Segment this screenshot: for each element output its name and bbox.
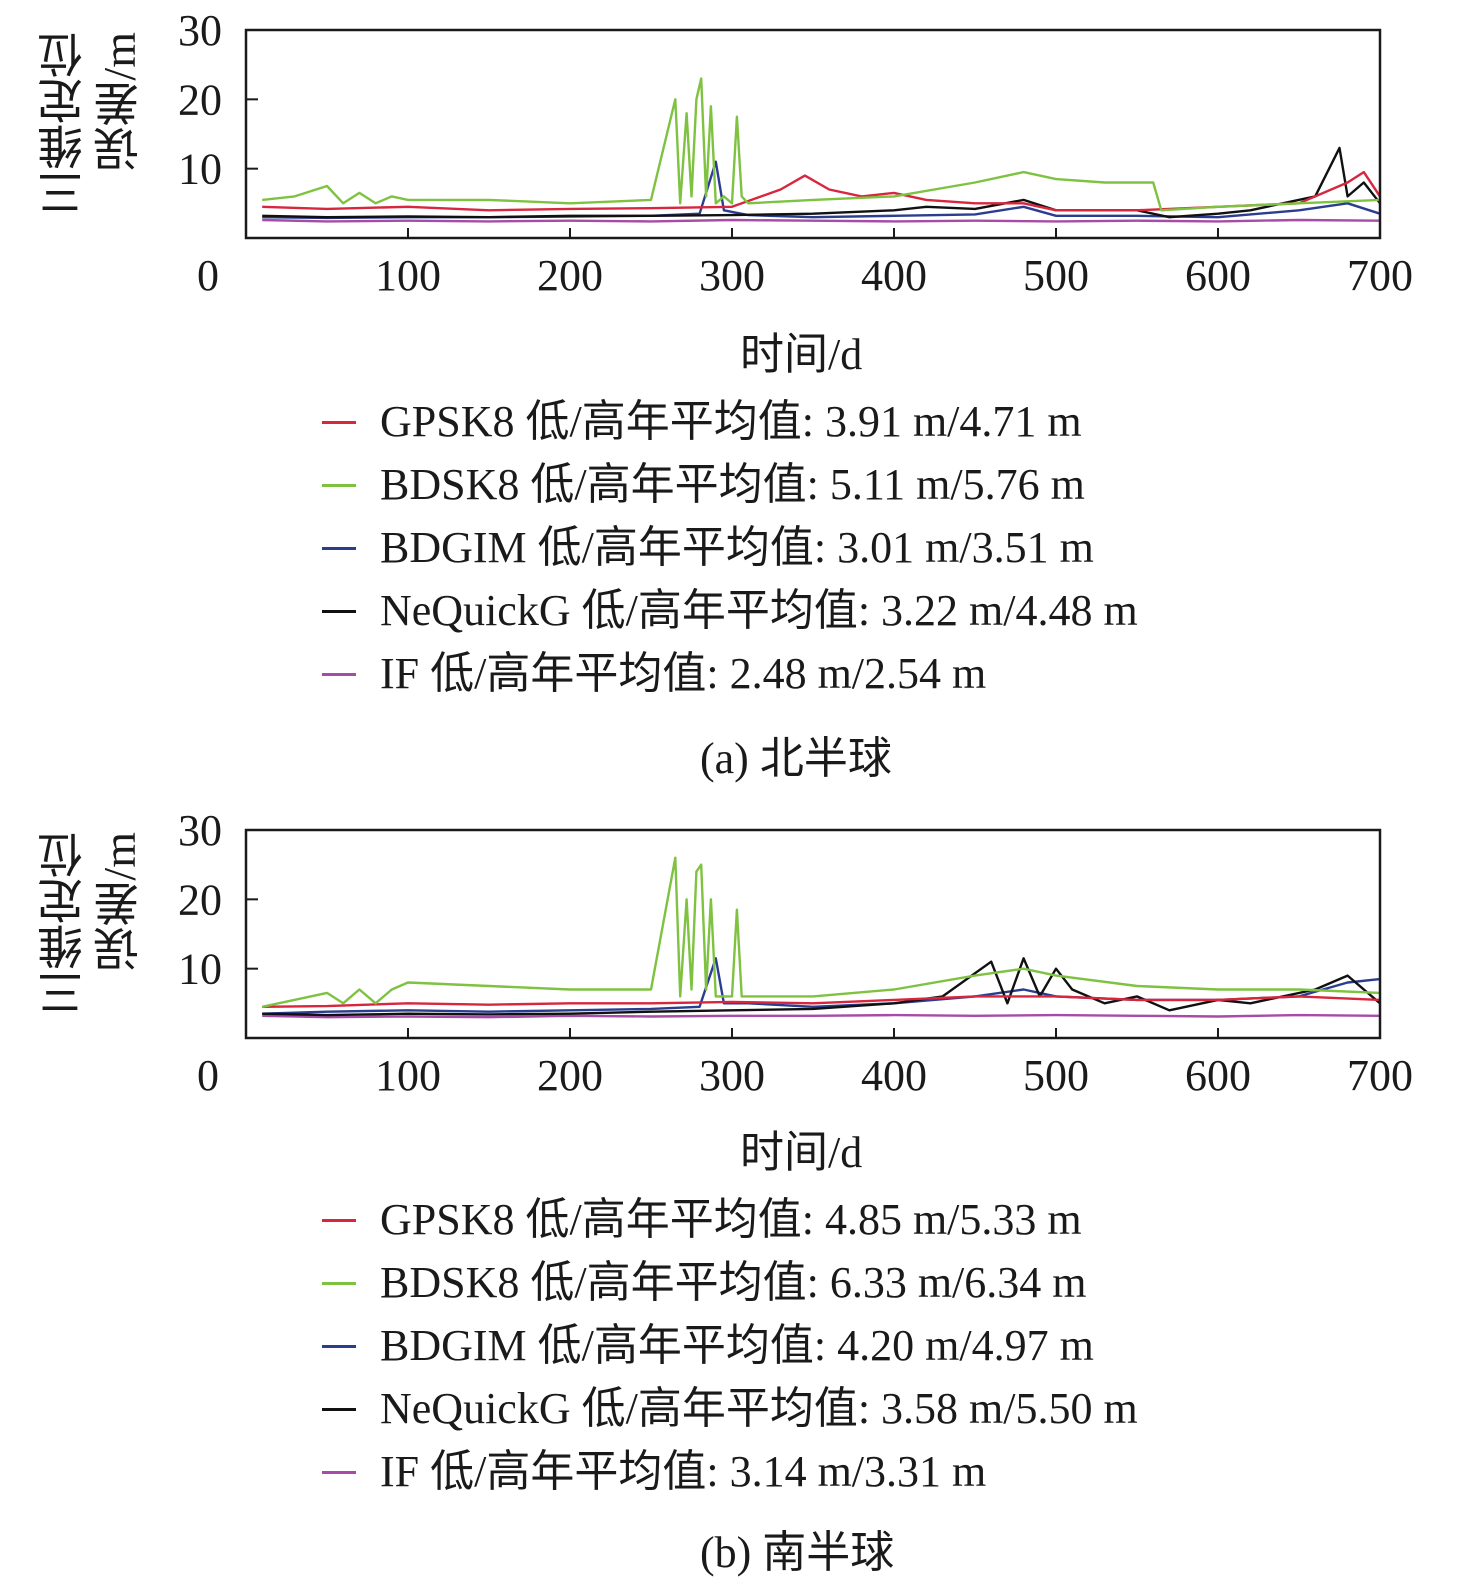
legend-swatch [322,547,356,550]
legend-label: GPSK8 低/高年平均值: 3.91 m/4.71 m [380,397,1082,446]
legend-label: BDSK8 低/高年平均值: 5.11 m/5.76 m [380,460,1085,509]
legend-swatch [322,1471,356,1474]
x-axis-label: 时间/d [740,330,863,379]
x-tick-label: 600 [1185,1051,1251,1100]
y-axis-label: 三维定位 误差/m [38,32,158,242]
x-tick-label: 200 [537,251,603,300]
series-line [262,77,1381,212]
legend-swatch [322,610,356,613]
series-line [262,957,1381,1015]
legend-label: NeQuickG 低/高年平均值: 3.58 m/5.50 m [380,1384,1138,1433]
x-tick-label: 500 [1023,251,1089,300]
x-tick-label: 700 [1347,1051,1413,1100]
x-tick-label: 0 [197,1051,219,1100]
plot-frame [244,28,1382,240]
legend-label: NeQuickG 低/高年平均值: 3.22 m/4.48 m [380,586,1138,635]
y-tick-label: 20 [178,75,222,124]
legend-swatch [322,673,356,676]
y-tick-label: 10 [178,945,222,994]
y-axis-label-line2: 误差/m [94,32,145,173]
chart-panel-north: 0 100 200 300 400 500 600 700 10 20 30 三维定位 误差/m 时… [0,0,1476,790]
y-axis-label: 三维定位 误差/m [38,832,158,1042]
legend-swatch [322,421,356,424]
x-tick-label: 600 [1185,251,1251,300]
y-tick-label: 30 [178,6,222,55]
x-tick-label: 500 [1023,1051,1089,1100]
series-line [262,160,1381,220]
chart-panel-south: 0 100 200 300 400 500 600 700 10 20 30 三维定位 误差/m 时… [0,800,1476,1580]
series-line [262,995,1381,1008]
series-line [262,170,1381,212]
x-tick-label: 300 [699,251,765,300]
plot-svg-south: 0 100 200 300 400 500 600 700 10 20 30 [178,806,1413,1100]
y-tick-label: 30 [178,806,222,855]
legend-label: BDGIM 低/高年平均值: 3.01 m/3.51 m [380,523,1094,572]
legend-label: BDSK8 低/高年平均值: 6.33 m/6.34 m [380,1258,1087,1307]
plot-frame [244,828,1382,1040]
legend-label: GPSK8 低/高年平均值: 4.85 m/5.33 m [380,1195,1082,1244]
plot-svg-north: 0 100 200 300 400 500 600 700 10 20 30 [178,6,1413,300]
x-tick-label: 200 [537,1051,603,1100]
x-tick-label: 100 [375,1051,441,1100]
x-tick-label: 300 [699,1051,765,1100]
x-tick-label: 700 [1347,251,1413,300]
legend-label: BDGIM 低/高年平均值: 4.20 m/4.97 m [380,1321,1094,1370]
figure-caption: (b) 南半球 [700,1528,895,1577]
series-line [262,1013,1381,1019]
series-line [262,146,1381,219]
series-line [262,957,1381,1017]
x-tick-label: 100 [375,251,441,300]
y-axis-label-line1: 三维定位 [38,32,89,216]
legend-swatch [322,1219,356,1222]
x-tick-label: 0 [197,251,219,300]
x-tick-label: 400 [861,251,927,300]
legend-label: IF 低/高年平均值: 3.14 m/3.31 m [380,1447,987,1496]
y-axis-label-line1: 三维定位 [38,832,89,1016]
legend-label: IF 低/高年平均值: 2.48 m/2.54 m [380,649,987,698]
legend-swatch [322,1408,356,1411]
legend-swatch [322,1282,356,1285]
y-tick-label: 20 [178,875,222,924]
legend-swatch [322,1345,356,1348]
x-tick-label: 400 [861,1051,927,1100]
x-axis-label: 时间/d [740,1128,863,1177]
legend-swatch [322,484,356,487]
series-line [262,218,1381,223]
series-line [261,856,1381,1008]
y-axis-label-line2: 误差/m [94,832,145,973]
figure-caption: (a) 北半球 [700,734,892,783]
y-tick-label: 10 [178,145,222,194]
